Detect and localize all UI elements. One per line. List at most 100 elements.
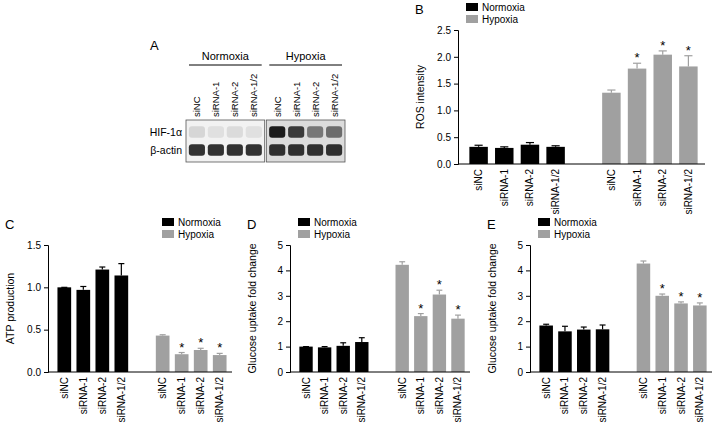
y-axis-title: ROS intensity [414,64,426,129]
significance: * [660,281,665,296]
x-tick: siRNA-1/2 [694,377,705,423]
y-tick-mark [526,347,530,348]
error-bar-cap [475,145,483,146]
y-tick-label: 2 [277,316,283,327]
plot-marks [299,262,464,372]
bar [76,290,90,372]
error-bar-stem [564,326,565,331]
y-tick-label: 4 [517,265,523,276]
panel-label: C [5,217,14,232]
error-bar [359,338,365,342]
x-tick: siNC [606,169,617,191]
legend-label: Normoxia [482,2,525,13]
x-tick-label: siRNA-2 [524,169,535,207]
bar [653,55,671,164]
band [208,126,224,138]
y-tick-mark [526,296,530,297]
y-tick-label: 1.0 [27,282,41,293]
y-axis: 0.00.51.01.5 [27,240,48,378]
x-tick: siRNA-1 [415,377,426,415]
legend-label: Hypoxia [554,229,591,240]
x-tick: siRNA-1/2 [116,377,127,423]
error-bar-cap [526,142,534,143]
x-tick: siRNA-1/2 [550,169,561,215]
bar [596,329,610,372]
y-tick-mark [526,270,530,271]
legend-label: Hypoxia [314,229,351,240]
panel-label: A [150,38,159,53]
y-tick-mark [286,245,290,246]
error-bar-cap [80,286,86,287]
error-bar [118,264,124,276]
x-tick: siRNA-1/2 [214,377,225,423]
error-bar [581,327,587,330]
x-tick: siNC [59,377,70,399]
y-tick-mark [454,110,458,111]
y-tick-label: 1 [517,341,523,352]
lane-label: siRNA-2 [229,82,240,117]
x-tick-label: siRNA-2 [97,377,108,415]
y-tick-label: 1.5 [27,240,41,251]
band [189,144,205,156]
lane-label: siRNA-1/2 [329,74,340,117]
band [269,126,285,138]
significance: * [686,43,691,58]
error-bar [99,267,105,270]
panel-label: D [247,217,256,232]
bar-panel: E012345Glucose uptake fold change***siNC… [486,217,712,423]
bar [558,331,572,372]
error-bar [80,286,86,289]
x-tick: siRNA-1 [657,377,668,415]
y-tick-label: 5 [517,240,523,251]
x-tick: siRNA-1/2 [452,377,463,423]
x-tick: siNC [473,169,484,191]
y-tick: 5 [517,240,530,251]
legend: NormoxiaHypoxia [298,217,357,240]
y-tick-mark [286,296,290,297]
band [227,144,243,156]
significance: * [437,277,442,292]
y-tick: 2 [277,316,290,327]
band [246,144,262,156]
error-bar-cap [399,261,405,262]
error-bar-cap [600,324,606,325]
x-tick: siRNA-1/2 [356,377,367,423]
legend-swatch [538,218,550,226]
x-axis-line [530,372,712,373]
x-tick-label: siNC [397,377,408,399]
panel-label: B [415,2,424,17]
y-tick-label: 1.5 [437,78,451,89]
bar [194,350,208,372]
y-tick: 0.5 [437,132,458,143]
panel-label: E [487,217,496,232]
band [227,126,243,138]
bar [95,270,109,372]
row-label: β-actin [150,144,182,156]
x-tick-label: siNC [473,169,484,191]
x-tick: siNC [638,377,649,399]
x-tick: siRNA-1 [499,169,510,207]
y-tick-mark [454,30,458,31]
legend-label: Normoxia [178,217,221,228]
y-tick-mark [44,372,48,373]
y-tick: 0 [277,367,290,378]
y-tick: 0.0 [27,367,48,378]
x-tick: siRNA-1 [632,169,643,207]
x-tick-label: siRNA-1 [319,377,330,415]
error-bar-cap [640,260,646,261]
significance: * [418,301,423,316]
x-tick: siRNA-1 [78,377,89,415]
error-bar-cap [500,146,508,147]
bar [469,147,487,164]
y-axis-title: Glucose uptake fold change [486,243,498,373]
y-tick-mark [286,372,290,373]
x-tick-label: siRNA-2 [338,377,349,415]
bar-panel: D012345Glucose uptake fold change***siNC… [246,217,470,423]
significance: * [635,50,640,65]
bar [57,287,71,372]
y-tick: 2.0 [437,52,458,63]
significance: * [198,335,203,350]
x-tick: siRNA-2 [434,377,445,415]
x-tick-label: siRNA-1/2 [116,377,127,423]
x-axis: siNC siRNA-1 siRNA-2 siRNA-1/2 [59,377,127,423]
